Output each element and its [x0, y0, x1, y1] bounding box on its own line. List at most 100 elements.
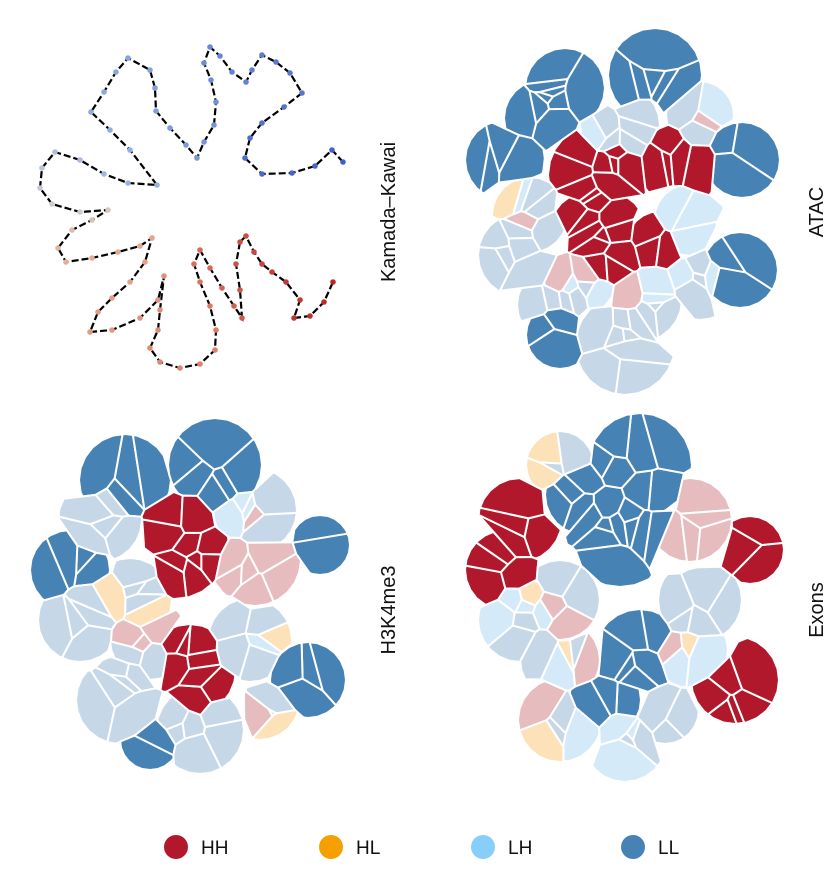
map-cell	[642, 68, 667, 98]
graph-node	[219, 285, 225, 291]
map-cell	[214, 536, 250, 581]
graph-node	[291, 315, 297, 321]
map-cell	[626, 307, 660, 344]
map-cell	[691, 109, 723, 133]
map-cell	[277, 677, 337, 719]
map-cell	[139, 608, 183, 646]
graph-node	[55, 245, 61, 251]
map-cell	[63, 583, 113, 619]
graph-node	[197, 279, 203, 285]
map-cell	[618, 732, 638, 749]
graph-node	[213, 99, 219, 105]
graph-node	[197, 361, 203, 367]
graph-node	[101, 171, 107, 177]
map-cell	[260, 552, 302, 603]
graph-node	[95, 309, 101, 315]
graph-node	[201, 60, 207, 66]
graph-node	[207, 265, 213, 271]
map-cell	[291, 532, 351, 576]
map-cell	[156, 695, 190, 731]
graph-node	[217, 53, 223, 59]
graph-node	[269, 269, 275, 275]
map-cell	[308, 641, 347, 707]
graph-node	[321, 299, 327, 305]
legend-item-ll: LL	[621, 835, 679, 859]
graph-node	[307, 313, 313, 319]
legend-label-hh: HH	[201, 838, 228, 859]
graph-node	[109, 295, 115, 301]
legend-item-hl: HL	[319, 835, 380, 859]
map-cell	[673, 278, 717, 321]
graph-node	[153, 108, 159, 114]
graph-node	[152, 85, 158, 91]
map-cell	[651, 718, 686, 745]
map-cell	[124, 593, 168, 616]
graph-node	[101, 89, 107, 95]
graph-node	[213, 327, 219, 333]
map-cell	[543, 307, 581, 336]
graph-node	[212, 347, 218, 353]
legend-label-lh: LH	[508, 838, 532, 859]
map-cell	[598, 196, 640, 229]
graph-node	[229, 69, 235, 75]
map-cell	[641, 412, 693, 475]
map-cell	[730, 515, 785, 546]
graph-node	[330, 279, 336, 285]
map-cell	[230, 571, 275, 607]
graph-node	[125, 180, 131, 186]
map-cell	[479, 477, 546, 520]
graph-node	[89, 255, 95, 261]
map-cell	[464, 541, 509, 574]
graph-node	[105, 207, 111, 213]
legend: HH HL LH LL	[164, 835, 679, 859]
map-cell	[122, 580, 148, 599]
graph-node	[207, 44, 213, 50]
graph-node	[149, 235, 155, 241]
map-cell	[721, 231, 779, 291]
legend-label-ll: LL	[658, 838, 679, 859]
graph-node	[281, 104, 287, 110]
map-cell	[545, 716, 567, 748]
map-cell	[526, 430, 563, 465]
map-cell	[512, 176, 534, 216]
panel-label-kamada-kawai: Kamada–Kawai	[378, 142, 400, 282]
graph-node	[208, 77, 214, 83]
map-cell	[104, 514, 143, 561]
map-cell	[485, 121, 520, 174]
map-cell	[664, 686, 700, 739]
map-cell	[251, 471, 298, 516]
legend-swatch-hh	[164, 835, 188, 859]
graph-node	[297, 297, 303, 303]
graph-node	[69, 227, 75, 233]
graph-node	[340, 159, 346, 165]
map-cell	[697, 80, 735, 128]
legend-item-lh: LH	[471, 835, 532, 859]
graph-node	[155, 297, 161, 303]
graph-node	[242, 155, 248, 161]
graph-node	[239, 315, 245, 321]
map-cell	[569, 631, 589, 671]
graph-node	[157, 359, 163, 365]
map-cell	[244, 632, 283, 657]
map-cell	[729, 637, 780, 704]
map-cell	[711, 151, 775, 199]
map-cell	[596, 126, 621, 153]
kamada-kawai-graph	[37, 44, 346, 371]
graph-node	[107, 127, 113, 133]
map-cell	[561, 565, 601, 622]
graph-node	[39, 165, 45, 171]
graph-node	[249, 67, 255, 73]
map-cell	[576, 305, 615, 355]
graph-node	[211, 122, 217, 128]
graph-node	[63, 259, 69, 265]
graph-node	[201, 139, 207, 145]
map-cell	[706, 573, 743, 637]
map-cell	[731, 121, 781, 182]
atac-map	[464, 27, 781, 396]
map-cell	[57, 493, 115, 526]
map-cell	[696, 517, 733, 563]
map-cell	[670, 189, 725, 232]
map-cell	[176, 417, 255, 471]
graph-node	[52, 149, 58, 155]
graph-node	[233, 261, 239, 267]
